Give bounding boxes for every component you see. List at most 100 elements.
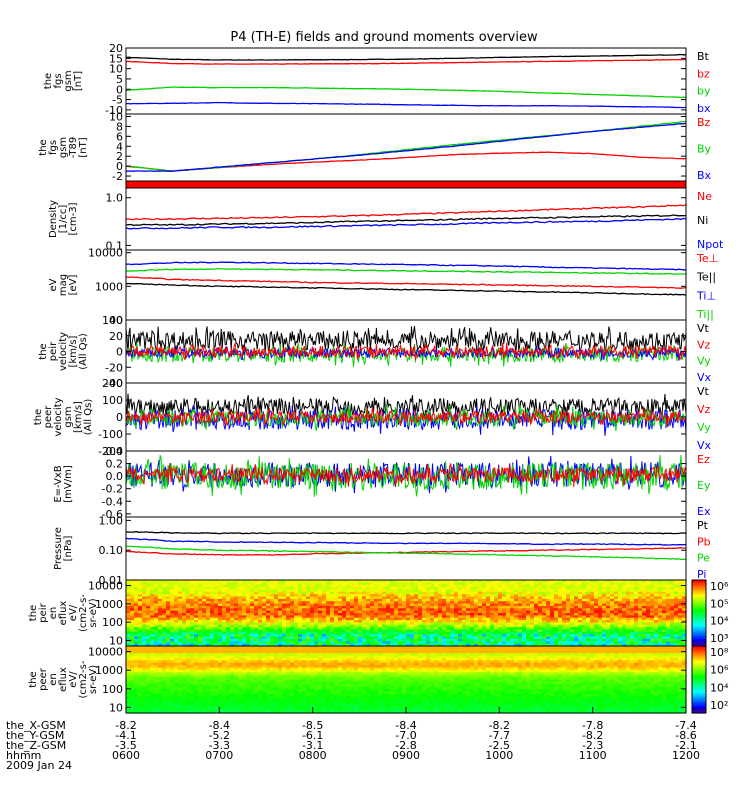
spectrogram-cell: [458, 631, 463, 635]
spectrogram-cell: [558, 610, 563, 614]
spectrogram-cell: [214, 684, 219, 688]
spectrogram-cell: [310, 617, 315, 621]
spectrogram-cell: [346, 587, 351, 591]
spectrogram-cell: [178, 703, 183, 707]
spectrogram-cell: [198, 710, 203, 714]
spectrogram-cell: [666, 636, 671, 640]
spectrogram-cell: [498, 617, 503, 621]
spectrogram-cell: [526, 580, 531, 583]
spectrogram-cell: [418, 641, 423, 645]
spectrogram-cell: [634, 624, 639, 628]
spectrogram-cell: [658, 636, 663, 640]
spectrogram-cell: [270, 605, 275, 609]
spectrogram-cell: [270, 613, 275, 616]
spectrogram-cell: [194, 679, 199, 683]
spectrogram-cell: [170, 627, 175, 631]
spectrogram-cell: [522, 638, 527, 642]
spectrogram-cell: [214, 696, 219, 700]
spectrogram-cell: [230, 662, 235, 666]
spectrogram-cell: [186, 580, 191, 583]
spectrogram-cell: [666, 591, 671, 595]
spectrogram-cell: [446, 638, 451, 642]
spectrogram-cell: [494, 629, 499, 633]
spectrogram-cell: [394, 636, 399, 640]
spectrogram-cell: [406, 589, 411, 593]
spectrogram-cell: [142, 629, 147, 633]
spectrogram-cell: [358, 636, 363, 640]
spectrogram-cell: [514, 643, 519, 647]
spectrogram-cell: [294, 610, 299, 614]
spectrogram-cell: [258, 584, 263, 588]
spectrogram-cell: [146, 693, 151, 697]
spectrogram-cell: [658, 605, 663, 609]
spectrogram-cell: [422, 617, 427, 621]
spectrogram-cell: [198, 584, 203, 588]
spectrogram-cell: [270, 587, 275, 591]
spectrogram-cell: [294, 580, 299, 583]
spectrogram-cell: [402, 643, 407, 647]
spectrogram-cell: [402, 596, 407, 600]
spectrogram-cell: [186, 631, 191, 635]
spectrogram-cell: [130, 648, 135, 652]
spectrogram-cell: [398, 622, 403, 626]
spectrogram-cell: [186, 587, 191, 591]
y-axis-label-line: peir: [48, 341, 59, 361]
spectrogram-cell: [206, 591, 211, 595]
spectrogram-cell: [238, 587, 243, 591]
spectrogram-cell: [166, 610, 171, 614]
spectrogram-cell: [542, 624, 547, 628]
spectrogram-cell: [226, 638, 231, 642]
spectrogram-cell: [506, 598, 511, 602]
spectrogram-cell: [522, 584, 527, 588]
spectrogram-cell: [166, 608, 171, 612]
spectrogram-cell: [626, 631, 631, 635]
spectrogram-cell: [218, 634, 223, 638]
spectrogram-cell: [170, 703, 175, 707]
spectrogram-cell: [318, 598, 323, 602]
spectrogram-cell: [218, 603, 223, 607]
spectrogram-cell: [406, 580, 411, 583]
spectrogram-cell: [134, 636, 139, 640]
spectrogram-cell: [606, 636, 611, 640]
spectrogram-cell: [222, 594, 227, 598]
spectrogram-cell: [342, 587, 347, 591]
spectrogram-cell: [654, 598, 659, 602]
spectrogram-cell: [602, 580, 607, 583]
spectrogram-cell: [526, 610, 531, 614]
spectrogram-cell: [342, 589, 347, 593]
spectrogram-cell: [362, 594, 367, 598]
y-axis-label-line: the: [43, 73, 54, 89]
spectrogram-cell: [538, 603, 543, 607]
spectrogram-cell: [130, 669, 135, 673]
spectrogram-cell: [170, 580, 175, 583]
spectrogram-cell: [126, 603, 131, 607]
spectrogram-cell: [226, 622, 231, 626]
spectrogram-cell: [318, 610, 323, 614]
spectrogram-cell: [426, 622, 431, 626]
spectrogram-cell: [518, 596, 523, 600]
spectrogram-cell: [302, 627, 307, 631]
spectrogram-cell: [142, 605, 147, 609]
spectrogram-cell: [410, 631, 415, 635]
spectrogram-cell: [190, 587, 195, 591]
colorbar-segment: [692, 604, 706, 607]
spectrogram-cell: [322, 608, 327, 612]
spectrogram-cell: [206, 641, 211, 645]
spectrogram-cell: [162, 650, 167, 654]
spectrogram-cell: [222, 653, 227, 657]
spectrogram-cell: [394, 620, 399, 624]
spectrogram-cell: [130, 693, 135, 697]
spectrogram-cell: [478, 580, 483, 583]
spectrogram-cell: [126, 629, 131, 633]
spectrogram-cell: [210, 655, 215, 659]
spectrogram-cell: [206, 674, 211, 678]
spectrogram-cell: [158, 669, 163, 673]
spectrogram-cell: [454, 638, 459, 642]
spectrogram-cell: [226, 587, 231, 591]
spectrogram-cell: [138, 629, 143, 633]
spectrogram-cell: [266, 587, 271, 591]
spectrogram-cell: [578, 608, 583, 612]
spectrogram-cell: [630, 591, 635, 595]
spectrogram-cell: [482, 636, 487, 640]
spectrogram-cell: [166, 603, 171, 607]
